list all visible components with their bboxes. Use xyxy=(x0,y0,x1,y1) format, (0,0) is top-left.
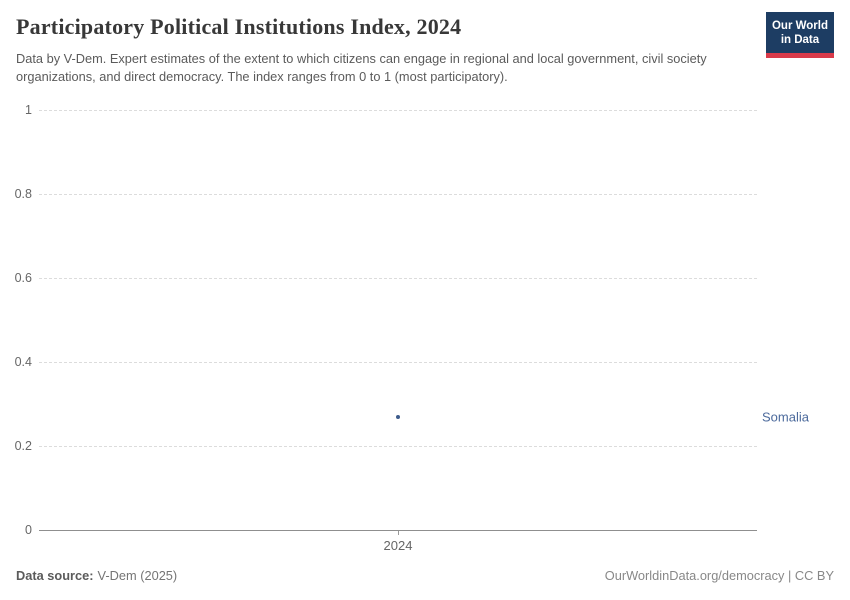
credit-link[interactable]: OurWorldinData.org/democracy | CC BY xyxy=(604,568,834,583)
y-tick-label: 0.6 xyxy=(14,271,32,285)
chart-footer: Data source: V-Dem (2025) OurWorldinData.… xyxy=(16,568,834,583)
data-source: Data source: V-Dem (2025) xyxy=(16,568,177,583)
y-gridline xyxy=(39,110,757,111)
y-gridline xyxy=(39,446,757,447)
y-tick-label: 1 xyxy=(25,103,32,117)
y-tick-label: 0.4 xyxy=(14,355,32,369)
owid-logo-line2: in Data xyxy=(780,34,820,47)
y-gridline xyxy=(39,278,757,279)
x-tick-mark xyxy=(398,530,399,535)
y-tick-label: 0 xyxy=(25,523,32,537)
owid-logo-line1: Our World xyxy=(771,20,828,32)
owid-logo[interactable]: Our World in Data xyxy=(765,12,834,58)
plot-area: 2024 Somalia 0 0.2 0.4 0.6 0.8 1 xyxy=(15,103,809,553)
chart-title: Participatory Political Institutions Ind… xyxy=(16,14,462,39)
y-gridline xyxy=(39,362,757,363)
y-tick-label: 0.8 xyxy=(14,187,32,201)
y-tick-label: 0.2 xyxy=(14,439,32,453)
x-tick-label: 2024 xyxy=(383,538,413,553)
x-axis-line xyxy=(39,530,757,531)
entity-label-somalia[interactable]: Somalia xyxy=(762,409,809,425)
y-gridline xyxy=(39,194,757,195)
data-point-somalia[interactable] xyxy=(396,414,400,419)
chart-subtitle: Data by V-Dem. Expert estimates of the e… xyxy=(16,51,707,85)
data-source-label: Data source: xyxy=(16,568,94,583)
data-source-value: V-Dem (2025) xyxy=(97,568,178,583)
